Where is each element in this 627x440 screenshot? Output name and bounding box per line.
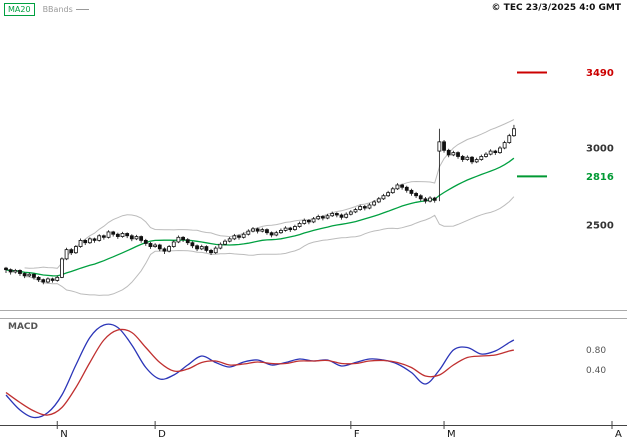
- support-resistance-levels: [517, 71, 547, 178]
- ma20-path: [5, 157, 515, 277]
- copyright-timestamp: © TEC 23/3/2025 4:0 GMT: [491, 3, 621, 13]
- axis-labels: 3490 3000 2816 2500 0.80 0.40: [586, 68, 614, 376]
- macd-curves: [5, 323, 515, 419]
- bollinger-upper: [24, 119, 515, 269]
- month-label-M: M: [447, 429, 456, 440]
- macd-macd-path: [5, 323, 515, 419]
- month-label-F: F: [354, 429, 360, 440]
- ma20-legend-chip: MA20: [4, 3, 35, 16]
- month-label-A: A: [615, 429, 622, 440]
- macd-panel-label: MACD: [8, 322, 38, 332]
- bbands-legend-label: BBands: [42, 5, 73, 14]
- price-axis-label-2500: 2500: [586, 221, 614, 232]
- panel-separators: [0, 310, 627, 319]
- ma20-legend-label: MA20: [8, 5, 31, 14]
- ma20-line: [5, 157, 515, 277]
- price-axis-label-2816: 2816: [586, 172, 614, 183]
- price-axis-label-3000: 3000: [586, 144, 614, 155]
- month-label-N: N: [60, 429, 67, 440]
- bollinger-bands: [24, 119, 515, 296]
- price-axis-label-3490: 3490: [586, 68, 614, 79]
- month-label-D: D: [158, 429, 166, 440]
- macd-axis-label-0.80: 0.80: [586, 346, 606, 356]
- candlesticks: [4, 124, 516, 285]
- macd-axis-label-0.40: 0.40: [586, 366, 606, 376]
- macd-signal-path: [5, 328, 515, 416]
- bbands-line-swatch: [75, 9, 89, 10]
- bollinger-lower: [24, 196, 515, 296]
- bbands-legend-chip: BBands: [43, 4, 89, 15]
- chart-legend: MA20 BBands: [4, 3, 89, 16]
